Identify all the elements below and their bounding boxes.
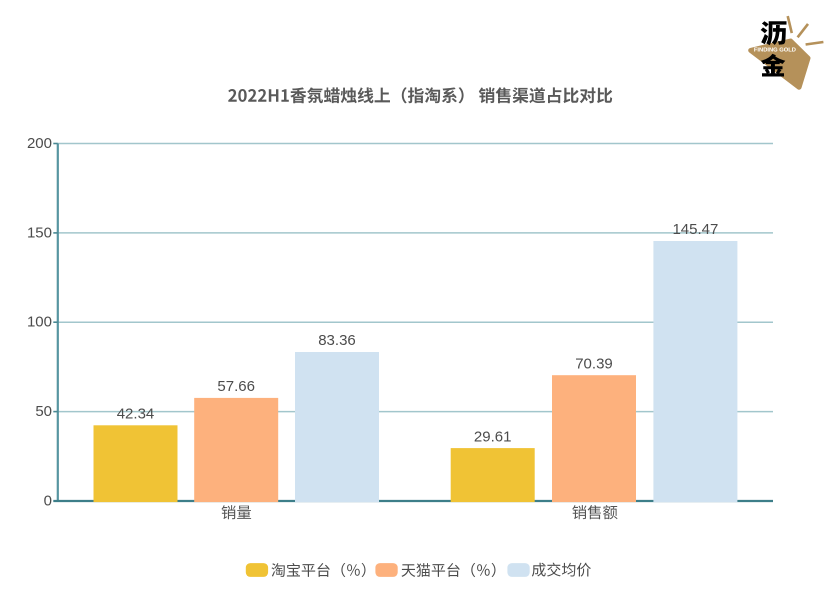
svg-text:83.36: 83.36 xyxy=(318,332,356,349)
svg-text:FINDING GOLD: FINDING GOLD xyxy=(754,48,796,54)
svg-text:42.34: 42.34 xyxy=(117,406,155,423)
svg-text:150: 150 xyxy=(27,224,52,241)
svg-text:0: 0 xyxy=(44,492,52,509)
svg-text:29.61: 29.61 xyxy=(474,428,512,445)
svg-text:100: 100 xyxy=(27,314,52,331)
svg-text:145.47: 145.47 xyxy=(672,221,718,238)
svg-text:57.66: 57.66 xyxy=(217,378,255,395)
svg-text:70.39: 70.39 xyxy=(575,355,613,372)
svg-text:200: 200 xyxy=(27,135,52,152)
svg-text:50: 50 xyxy=(35,403,52,420)
